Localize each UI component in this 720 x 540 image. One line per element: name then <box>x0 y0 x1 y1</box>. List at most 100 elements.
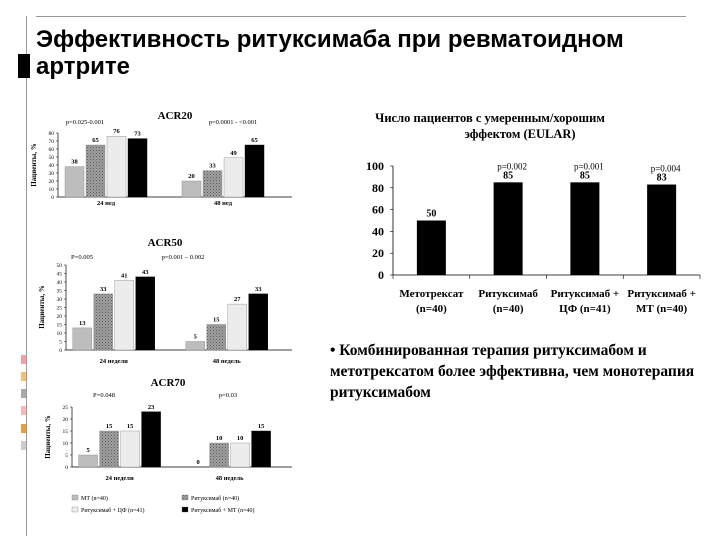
bar <box>647 184 677 275</box>
bar-value-label: 83 <box>657 173 667 184</box>
y-tick-label: 70 <box>49 139 55 145</box>
bar <box>570 182 600 275</box>
bar-value-label: 33 <box>100 286 107 293</box>
bar-value-label: 10 <box>237 435 244 442</box>
y-tick-label: 60 <box>372 203 384 217</box>
y-tick-label: 35 <box>57 289 63 295</box>
bar <box>223 157 244 198</box>
y-tick-label: 0 <box>51 195 54 201</box>
y-tick-label: 15 <box>63 429 69 435</box>
legend: МТ (n=40) Ритуксимаб (n=40) Ритуксимаб + Ц… <box>71 494 254 514</box>
bar-value-label: 65 <box>251 137 258 144</box>
legend-label: Ритуксимаб (n=40) <box>191 495 239 502</box>
y-tick-label: 0 <box>378 268 384 282</box>
bar <box>106 135 127 198</box>
bar-value-label: 5 <box>86 447 90 454</box>
p-value-label: P=0.005 <box>71 254 93 261</box>
left-rule <box>26 16 27 536</box>
bar-value-label: 15 <box>127 423 134 430</box>
y-tick-label: 20 <box>49 179 55 185</box>
y-tick-label: 80 <box>372 181 384 195</box>
slide-title-line-2: артрите <box>36 53 130 80</box>
bar-value-label: 10 <box>216 435 223 442</box>
y-tick-label: 0 <box>65 465 68 471</box>
y-tick-label: 5 <box>59 340 62 346</box>
chart-title: ACR20 <box>158 110 193 122</box>
y-axis-label: Пациенты, % <box>38 285 46 329</box>
x-category-label: (n=40) <box>416 303 447 315</box>
bar-value-label: 50 <box>426 209 436 220</box>
y-tick-label: 30 <box>57 297 63 303</box>
x-category-label: Ритуксимаб <box>478 288 538 300</box>
slide-title-line-1: Эффективность ритуксимаба при ревматоидн… <box>36 26 624 53</box>
legend-label: МТ (n=40) <box>81 495 108 502</box>
bar-value-label: 76 <box>113 128 120 135</box>
y-tick-label: 45 <box>57 272 63 278</box>
bar-value-label: 49 <box>230 150 237 157</box>
bar <box>206 324 226 351</box>
bar-value-label: 15 <box>106 423 113 430</box>
bar <box>209 442 229 468</box>
p-value-label: p=0.002 <box>497 161 527 171</box>
bar-value-label: 43 <box>142 269 149 276</box>
y-tick-label: 5 <box>65 453 68 459</box>
bar <box>202 170 223 198</box>
p-value-label: P=0.048 <box>93 392 115 399</box>
x-category-label: ЦФ (n=41) <box>559 303 611 315</box>
bar <box>99 430 119 468</box>
acr-chart-1: 0 10 20 30 40 50 60 70 80 Пациенты, % ACR20 p=0.025… <box>30 110 292 207</box>
p-value-label: p=0.0001 - <0.001 <box>209 119 258 126</box>
x-category-label: 24 недели <box>100 358 128 365</box>
p-value-label: p=0.025-0.001 <box>66 119 104 126</box>
bar-value-label: 73 <box>134 131 141 138</box>
x-category-label: 48 недель <box>216 475 244 482</box>
bar <box>141 411 161 468</box>
y-tick-label: 10 <box>49 187 55 193</box>
chart-title: ACR70 <box>151 377 186 389</box>
bar <box>78 454 98 468</box>
bar <box>85 144 106 198</box>
x-category-label: 48 недель <box>213 358 241 365</box>
x-category-label: Ритуксимаб + <box>551 288 620 300</box>
conclusion-bullet: • Комбинированная терапия ритуксимабом и… <box>330 342 695 401</box>
bar <box>227 303 247 351</box>
accent-square <box>21 441 26 450</box>
bar <box>120 430 140 468</box>
y-tick-label: 40 <box>57 280 63 286</box>
accent-square <box>21 424 26 433</box>
legend-label: Ритуксимаб + МТ (n=40) <box>191 507 254 514</box>
bar-value-label: 20 <box>188 173 195 180</box>
y-axis-label: Пациенты, % <box>30 143 38 187</box>
y-tick-label: 50 <box>57 263 63 269</box>
bar <box>181 180 202 198</box>
x-category-label: 48 нед <box>214 200 233 207</box>
legend-swatch <box>71 494 79 501</box>
y-tick-label: 30 <box>49 171 55 177</box>
bar <box>127 138 148 198</box>
y-tick-label: 20 <box>63 417 69 423</box>
acr-chart-3: 0 5 10 15 20 25 Пациенты, % ACR70 P=0.048 p=0.03 5… <box>44 377 292 482</box>
y-tick-label: 40 <box>372 224 384 238</box>
bar <box>493 182 523 275</box>
bar-value-label: 5 <box>194 334 198 341</box>
legend-swatch <box>181 506 189 513</box>
bar <box>248 293 268 351</box>
accent-square <box>21 372 26 381</box>
bar-value-label: 85 <box>580 170 590 181</box>
accent-square <box>21 389 26 398</box>
y-tick-label: 15 <box>57 323 63 329</box>
y-tick-label: 100 <box>366 159 384 173</box>
bar <box>230 442 250 468</box>
x-category-label: МТ (n=40) <box>636 303 688 315</box>
bar-value-label: 38 <box>71 159 78 166</box>
y-tick-label: 25 <box>57 306 63 312</box>
y-tick-label: 10 <box>63 441 69 447</box>
bar-value-label: 13 <box>79 320 86 327</box>
accent-square <box>21 406 26 415</box>
bar-value-label: 33 <box>255 286 262 293</box>
chart-title: ACR50 <box>148 237 183 249</box>
bar-value-label: 23 <box>148 404 155 411</box>
bar <box>114 280 134 351</box>
x-category-label: Метотрексат <box>399 288 464 300</box>
